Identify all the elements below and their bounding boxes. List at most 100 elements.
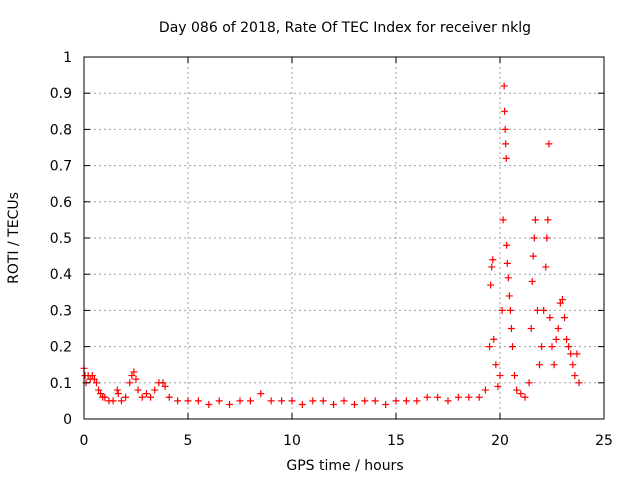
data-point — [267, 397, 275, 405]
data-point — [151, 386, 159, 394]
chart-title: Day 086 of 2018, Rate Of TEC Index for r… — [159, 20, 531, 36]
data-points — [80, 82, 583, 409]
data-point — [565, 343, 573, 351]
data-point — [544, 216, 552, 224]
data-point — [503, 241, 511, 249]
data-point — [552, 335, 560, 343]
data-point — [126, 379, 134, 387]
data-point — [563, 335, 571, 343]
data-point — [548, 343, 556, 351]
axis-ticks: 0 5 10 15 20 25 0 0.1 0.2 0.3 0.4 0.5 0.6 0.7 0.8 0.9 1 — [50, 50, 613, 449]
data-point — [246, 397, 254, 405]
data-point — [361, 397, 369, 405]
y-tick-label: 1 — [63, 50, 72, 66]
data-point — [174, 397, 182, 405]
data-point — [560, 314, 568, 322]
data-point — [494, 382, 502, 390]
data-point — [540, 306, 548, 314]
x-tick-label: 20 — [491, 433, 509, 449]
data-point — [142, 390, 150, 398]
data-point — [500, 82, 508, 90]
data-point — [571, 372, 579, 380]
data-point — [257, 390, 265, 398]
data-point — [350, 401, 358, 409]
data-point — [569, 361, 577, 369]
data-point — [538, 343, 546, 351]
data-point — [465, 393, 473, 401]
data-point — [444, 397, 452, 405]
data-point — [528, 277, 536, 285]
data-point — [215, 397, 223, 405]
data-point — [454, 393, 462, 401]
data-point — [490, 335, 498, 343]
data-point — [92, 379, 100, 387]
data-point — [505, 292, 513, 300]
data-point — [545, 140, 553, 148]
data-point — [492, 361, 500, 369]
data-point — [88, 372, 96, 380]
data-point — [529, 252, 537, 260]
data-point — [533, 306, 541, 314]
data-point — [132, 375, 140, 383]
data-point — [521, 393, 529, 401]
data-point — [298, 401, 306, 409]
data-point — [278, 397, 286, 405]
x-axis-label: GPS time / hours — [286, 458, 403, 474]
data-point — [507, 325, 515, 332]
data-point — [330, 401, 338, 409]
x-tick-label: 10 — [283, 433, 301, 449]
data-point — [508, 343, 516, 351]
data-point — [498, 306, 506, 314]
data-point — [413, 397, 421, 405]
data-point — [556, 299, 564, 307]
data-point — [542, 263, 550, 271]
data-point — [134, 386, 142, 394]
data-point — [161, 382, 169, 390]
data-point — [159, 379, 167, 387]
data-point — [499, 216, 507, 224]
data-point — [392, 397, 400, 405]
data-point — [130, 368, 138, 376]
data-point — [138, 393, 146, 401]
y-tick-label: 0.9 — [50, 86, 72, 102]
data-point — [546, 314, 554, 322]
data-point — [194, 397, 202, 405]
data-point — [423, 393, 431, 401]
y-tick-label: 0.8 — [50, 122, 72, 138]
data-point — [109, 397, 117, 405]
data-point — [517, 390, 525, 398]
y-tick-label: 0.7 — [50, 159, 72, 175]
data-point — [371, 397, 379, 405]
data-point — [530, 234, 538, 242]
data-point — [165, 393, 173, 401]
data-point — [567, 350, 575, 358]
data-point — [554, 325, 562, 332]
data-point — [481, 386, 489, 394]
data-point — [101, 393, 109, 401]
data-point — [543, 234, 551, 242]
data-point — [575, 379, 583, 387]
data-point — [205, 401, 213, 409]
data-point — [434, 393, 442, 401]
data-point — [503, 259, 511, 267]
data-point — [511, 372, 519, 380]
data-point — [501, 125, 509, 133]
data-point — [402, 397, 410, 405]
data-point — [558, 296, 566, 304]
data-point — [502, 154, 510, 162]
data-point — [184, 397, 192, 405]
data-point — [550, 361, 558, 369]
x-tick-label: 15 — [387, 433, 405, 449]
data-point — [573, 350, 581, 358]
data-point — [501, 107, 509, 115]
data-point — [97, 390, 105, 398]
data-point — [496, 372, 504, 380]
data-point — [340, 397, 348, 405]
y-tick-label: 0.5 — [50, 231, 72, 247]
data-point — [489, 256, 497, 264]
data-point — [502, 140, 510, 148]
data-point — [487, 281, 495, 289]
data-point — [122, 393, 130, 401]
data-point — [226, 401, 234, 409]
x-tick-label: 5 — [184, 433, 193, 449]
